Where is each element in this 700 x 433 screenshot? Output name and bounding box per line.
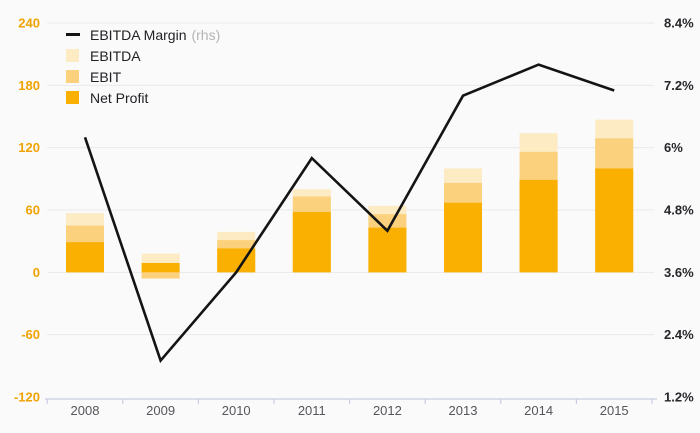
x-axis-label-2008: 2008: [71, 403, 100, 418]
legend-label: Net Profit: [90, 89, 149, 106]
legend-item-net-profit: Net Profit: [66, 87, 220, 108]
legend-item-ebit: EBIT: [66, 66, 220, 87]
left-axis-label: -60: [21, 327, 40, 342]
x-axis-label-2012: 2012: [373, 403, 402, 418]
bar-net-profit-2015: [595, 168, 634, 273]
legend-rhs-note: (rhs): [191, 26, 221, 43]
legend-line-marker-icon: [66, 33, 80, 36]
x-axis-label-2015: 2015: [600, 403, 629, 418]
ebitda-margin-line: [83, 63, 615, 364]
left-axis-label: 120: [18, 140, 40, 155]
legend-box-marker-icon: [66, 91, 79, 104]
legend-item-ebitda-margin: EBITDA Margin (rhs): [66, 24, 220, 45]
x-axis-label-2014: 2014: [524, 403, 553, 418]
bar-net-profit-2013: [444, 202, 482, 273]
bar-net-profit-2012: [368, 227, 407, 273]
left-axis-label: -120: [14, 389, 40, 404]
right-axis-label: 3.6%: [664, 265, 694, 280]
bar-ebit-2009: [141, 272, 180, 279]
bar-net-profit-2014: [519, 179, 558, 273]
right-axis-label: 6%: [664, 140, 683, 155]
right-axis-label: 7.2%: [664, 78, 694, 93]
x-axis-label-2011: 2011: [298, 403, 326, 418]
bar-net-profit-2009: [141, 262, 180, 273]
legend-label: EBIT: [90, 68, 122, 85]
left-axis-label: 60: [26, 202, 40, 217]
right-axis-label: 4.8%: [664, 202, 694, 217]
bar-net-profit-2010: [217, 248, 256, 273]
bar-net-profit-2008: [66, 242, 104, 273]
legend-label: EBITDA Margin: [90, 26, 187, 43]
left-axis-label: 180: [18, 78, 40, 93]
x-axis-label-2013: 2013: [449, 403, 478, 418]
bar-net-profit-2011: [292, 212, 331, 273]
left-axis-label: 240: [18, 16, 40, 31]
x-axis-label-2010: 2010: [222, 403, 251, 418]
chart-legend: EBITDA Margin (rhs) EBITDA EBIT Net Prof…: [66, 24, 220, 108]
right-axis-label: 1.2%: [664, 389, 694, 404]
x-axis-label-2009: 2009: [146, 403, 175, 418]
legend-box-marker-icon: [66, 49, 79, 62]
legend-box-marker-icon: [66, 70, 79, 83]
legend-item-ebitda: EBITDA: [66, 45, 220, 66]
right-axis-label: 8.4%: [664, 16, 694, 31]
legend-label: EBITDA: [90, 47, 141, 64]
right-axis-label: 2.4%: [664, 327, 694, 342]
left-axis-label: 0: [33, 265, 40, 280]
